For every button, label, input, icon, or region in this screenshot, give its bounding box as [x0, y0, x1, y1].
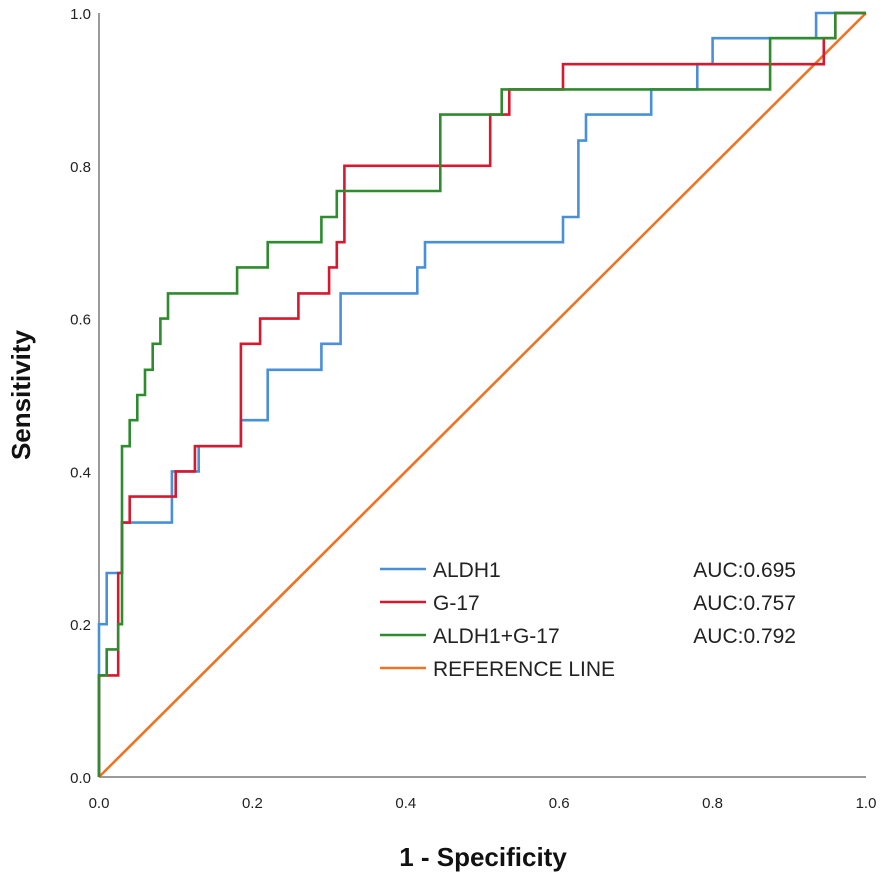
y-tick-label: 0.8 — [70, 159, 91, 176]
x-tick-label: 0.2 — [242, 795, 263, 812]
x-tick-label: 0.0 — [89, 795, 110, 812]
x-tick-label: 1.0 — [856, 795, 877, 812]
x-ticks: 0.0 0.2 0.4 0.6 0.8 1.0 — [89, 795, 877, 812]
legend: ALDH1 AUC:0.695 G-17 AUC:0.757 ALDH1+G-17 AUC… — [380, 559, 796, 681]
y-tick-label: 0.4 — [70, 464, 91, 481]
series-layer — [97, 11, 867, 778]
legend-auc-label: AUC:0.695 — [693, 559, 796, 582]
legend-auc-label: AUC:0.757 — [693, 592, 796, 615]
legend-auc-label: AUC:0.792 — [693, 625, 796, 648]
y-tick-label: 0.0 — [70, 770, 91, 787]
y-ticks: 0.0 0.2 0.4 0.6 0.8 1.0 — [70, 6, 91, 787]
series-line-g-17 — [97, 11, 866, 777]
y-tick-label: 1.0 — [70, 6, 91, 23]
legend-label: ALDH1+G-17 — [433, 625, 560, 648]
y-tick-label: 0.6 — [70, 312, 91, 329]
x-tick-label: 0.6 — [549, 795, 570, 812]
series-line-reference-line — [98, 12, 867, 778]
legend-label: REFERENCE LINE — [433, 658, 615, 681]
x-axis-title: 1 - Specificity — [399, 842, 567, 872]
legend-label: G-17 — [433, 592, 480, 615]
x-tick-label: 0.8 — [702, 795, 723, 812]
series-line-aldh1-g-17 — [97, 11, 866, 777]
y-tick-label: 0.2 — [70, 617, 91, 634]
x-tick-label: 0.4 — [395, 795, 416, 812]
y-axis-title: Sensitivity — [6, 329, 36, 460]
legend-label: ALDH1 — [433, 559, 501, 582]
